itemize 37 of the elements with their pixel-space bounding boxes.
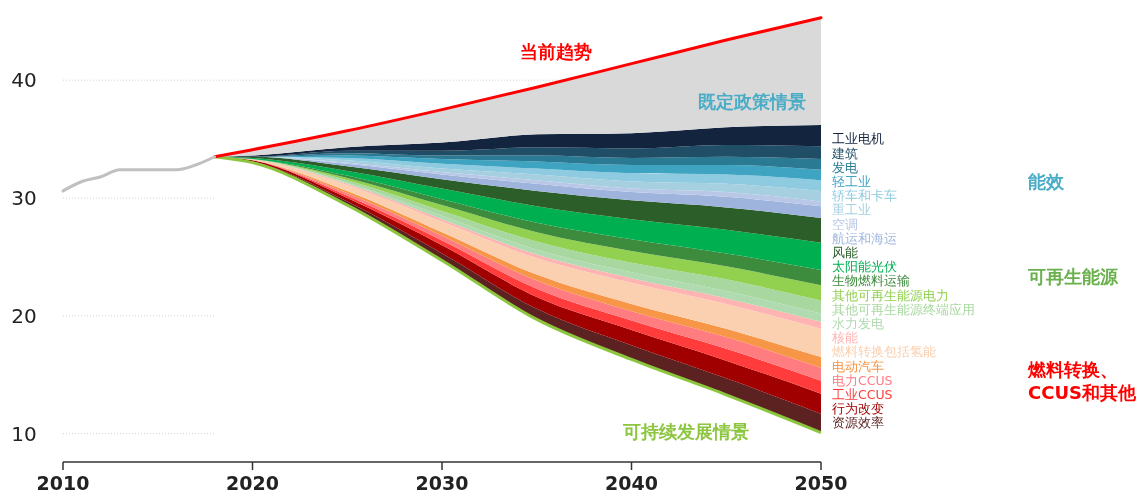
series-label: 工业CCUS — [832, 386, 893, 402]
y-tick-label: 30 — [11, 186, 37, 210]
series-label: 风能 — [832, 244, 858, 260]
series-label: 建筑 — [831, 145, 858, 161]
series-label: 当前趋势 — [520, 41, 592, 62]
series-label: 空调 — [832, 216, 858, 232]
x-tick-label: 2030 — [415, 472, 469, 494]
x-tick-label: 2050 — [794, 472, 848, 494]
series-label: 其他可再生能源电力 — [832, 287, 949, 303]
series-label: 行为改变 — [832, 401, 884, 417]
series-label: 可持续发展情景 — [622, 421, 749, 442]
series-label: 轿车和卡车 — [832, 188, 897, 204]
line-series — [61, 155, 217, 193]
series-label: 核能 — [831, 330, 858, 346]
series-label: 资源效率 — [832, 415, 884, 431]
y-tick-label: 40 — [11, 68, 37, 93]
x-tick-label: 2020 — [226, 472, 279, 494]
text: 燃料转换、CCUS和其他 — [1027, 359, 1136, 403]
y-tick-label: 20 — [11, 303, 37, 328]
text: 能效 — [1028, 171, 1065, 192]
series-label: 轻工业 — [832, 173, 871, 189]
y-tick-label: 10 — [11, 421, 37, 446]
series-label: 工业电机 — [832, 131, 884, 147]
series-label: 电力CCUS — [832, 372, 893, 388]
series-label: 电动汽车 — [832, 358, 884, 374]
series-label: 其他可再生能源终端应用 — [832, 301, 975, 317]
series-label: 重工业 — [832, 202, 871, 218]
series-label: 生物燃料运输 — [832, 273, 910, 289]
text: 可再生能源 — [1027, 266, 1119, 287]
x-tick-label: 2010 — [36, 472, 90, 494]
x-tick-label: 2040 — [605, 472, 658, 494]
series-label: 发电 — [832, 159, 858, 175]
series-label: 太阳能光伏 — [832, 259, 897, 275]
annotation: 既定政策情景 — [698, 91, 806, 112]
series-label: 航运和海运 — [832, 230, 897, 246]
series-label: 水力发电 — [832, 315, 884, 331]
series-label: 燃料转换包括氢能 — [832, 344, 936, 360]
